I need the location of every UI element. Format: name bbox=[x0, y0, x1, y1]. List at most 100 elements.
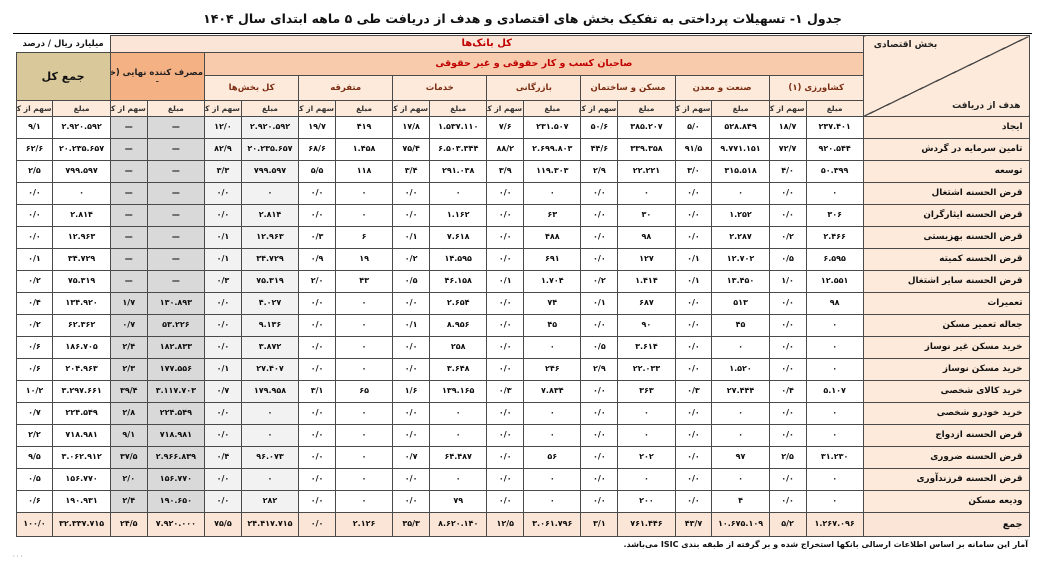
value-cell: ۳۴.۷۲۹ bbox=[52, 248, 111, 271]
value-cell: ۰ bbox=[240, 424, 300, 447]
row-label: توسعه bbox=[862, 160, 1030, 183]
value-cell: ۳۱۵.۵۱۸ bbox=[711, 160, 770, 183]
value-cell: ۰/۰ bbox=[674, 402, 713, 425]
value-cell: ۰ bbox=[523, 182, 582, 205]
value-cell: ۲.۶۹۹.۸۰۳ bbox=[523, 138, 582, 161]
value-cell: ۹.۱۳۶ bbox=[240, 314, 300, 337]
value-cell: ۰ bbox=[334, 358, 394, 381]
table-row: ودیعه مسکن ۰ ۰/۰ ۴ ۰/۰ ۲۰۰ ۰/۰ ۰ ۰/۰ ۷۹ ۰/۰ ۰ ۰/۰ ۲۸۲… bbox=[15, 490, 1030, 513]
value-cell: ۰ bbox=[240, 402, 300, 425]
value-cell: ۲۳۷.۴۰۱ bbox=[805, 116, 864, 139]
share-header: سهم از کل bbox=[204, 100, 242, 117]
facilities-table: بخش اقتصادی هدف از دریافت کل بانک‌ها میل… bbox=[15, 35, 1030, 537]
value-cell: ۱۸۶.۷۰۵ bbox=[52, 336, 111, 359]
amount-header: مبلغ bbox=[52, 100, 111, 117]
value-cell: ۰/۰ bbox=[204, 424, 242, 447]
value-cell: ۰/۰ bbox=[486, 248, 525, 271]
value-cell: ۰ bbox=[429, 402, 488, 425]
value-cell: ۰/۰ bbox=[298, 204, 336, 227]
value-cell: ۰/۰ bbox=[298, 402, 336, 425]
value-cell: ۱۰۰/۰ bbox=[15, 512, 54, 537]
value-cell: ۳.۶۴۸ bbox=[429, 358, 488, 381]
value-cell: ۲/۵ bbox=[768, 446, 807, 469]
amount-header: مبلغ bbox=[429, 100, 488, 117]
value-cell: ۹۱/۵ bbox=[674, 138, 713, 161]
value-cell: ۸.۶۲۰.۱۴۰ bbox=[429, 512, 488, 537]
value-cell: ۰/۰ bbox=[768, 292, 807, 315]
value-cell: ۰/۰ bbox=[674, 490, 713, 513]
table-row: جعاله تعمیر مسکن ۰ ۰/۰ ۴۵ ۰/۰ ۹۰ ۰/۰ ۴۵ ۰/۰ ۸.۹۵۶… bbox=[15, 314, 1030, 337]
value-cell: — bbox=[146, 204, 206, 227]
value-cell: ۴/۰ bbox=[768, 160, 807, 183]
value-cell: — bbox=[146, 138, 206, 161]
table-row: قرض الحسنه ازدواج ۰ ۰/۰ ۰ ۰/۰ ۰ ۰/۰ ۰ ۰/۰ ۰ ۰/۰ ۰ ۰/… bbox=[15, 424, 1030, 447]
value-cell: ۰ bbox=[617, 182, 676, 205]
value-cell: ۳۶۳ bbox=[617, 380, 676, 403]
value-cell: ۳.۶۱۴ bbox=[617, 336, 676, 359]
value-cell: ۸۸/۲ bbox=[486, 138, 525, 161]
value-cell: ۰/۰ bbox=[674, 336, 713, 359]
value-cell: ۰/۰ bbox=[15, 226, 54, 249]
value-cell: ۲.۹۲۰.۵۹۲ bbox=[52, 116, 111, 139]
value-cell: ۱۲.۵۵۱ bbox=[805, 270, 864, 293]
value-cell: ۴۳ bbox=[334, 270, 394, 293]
value-cell: ۷.۶۱۸ bbox=[429, 226, 488, 249]
value-cell: ۷.۸۳۴ bbox=[523, 380, 582, 403]
table-row: قرض الحسنه ضروری ۳۱.۲۳۰ ۲/۵ ۹۷ ۰/۰ ۲۰۲ ۰/۰ ۵۶ ۰/… bbox=[15, 446, 1030, 469]
value-cell: ۰/۰ bbox=[204, 402, 242, 425]
value-cell: — bbox=[109, 226, 148, 249]
value-cell: ۶۲/۶ bbox=[15, 138, 54, 161]
table-row: خرید مسکن غیر نوساز ۰ ۰/۰ ۰ ۰/۰ ۳.۶۱۴ ۰/۵ ۰ ۰/۰ ۲… bbox=[15, 336, 1030, 359]
value-cell: ۰ bbox=[711, 182, 770, 205]
value-cell: ۷۱۸.۹۸۱ bbox=[146, 424, 206, 447]
value-cell: ۱۳.۴۵۰ bbox=[711, 270, 770, 293]
value-cell: ۰/۰ bbox=[768, 182, 807, 205]
value-cell: ۴.۰۲۷ bbox=[240, 292, 300, 315]
value-cell: ۰/۰ bbox=[486, 424, 525, 447]
amount-header: مبلغ bbox=[805, 100, 864, 117]
value-cell: ۰ bbox=[805, 468, 864, 491]
value-cell: ۰ bbox=[429, 182, 488, 205]
value-cell: ۱.۵۲۰ bbox=[711, 358, 770, 381]
row-label: قرض الحسنه فرزندآوری bbox=[862, 468, 1030, 491]
value-cell: — bbox=[146, 248, 206, 271]
value-cell: ۹۷ bbox=[711, 446, 770, 469]
value-cell: ۷۲/۷ bbox=[768, 138, 807, 161]
sector-header-agriculture: کشاورزی (۱) bbox=[768, 75, 864, 101]
value-cell: ۹۸ bbox=[617, 226, 676, 249]
value-cell: ۰/۱ bbox=[674, 248, 713, 271]
value-cell: ۰ bbox=[334, 468, 394, 491]
value-cell: ۰/۲ bbox=[768, 226, 807, 249]
value-cell: ۲/۴ bbox=[109, 490, 148, 513]
value-cell: ۵.۱۰۷ bbox=[805, 380, 864, 403]
all-banks-band: کل بانک‌ها bbox=[109, 35, 864, 53]
table-row: خرید مسکن نوساز ۰ ۰/۰ ۱.۵۲۰ ۰/۰ ۲۲.۰۳۳ ۲/۹ ۲۴۶ ۰… bbox=[15, 358, 1030, 381]
value-cell: ۲۲۴.۵۴۹ bbox=[52, 402, 111, 425]
sector-header-industry-mining: صنعت و معدن bbox=[674, 75, 770, 101]
value-cell: — bbox=[146, 182, 206, 205]
value-cell: ۲۰.۲۳۵.۶۵۷ bbox=[240, 138, 300, 161]
value-cell: ۰/۰ bbox=[674, 424, 713, 447]
value-cell: ۷۵/۵ bbox=[204, 512, 242, 537]
value-cell: ۰/۰ bbox=[580, 248, 619, 271]
value-cell: ۰ bbox=[805, 358, 864, 381]
share-header: سهم از کل bbox=[15, 100, 54, 117]
value-cell: ۲۷.۴۰۷ bbox=[240, 358, 300, 381]
value-cell: ۱۲/۵ bbox=[486, 512, 525, 537]
value-cell: ۱/۰ bbox=[768, 270, 807, 293]
value-cell: ۰/۰ bbox=[674, 468, 713, 491]
value-cell: ۰ bbox=[711, 336, 770, 359]
share-header: سهم از کل bbox=[674, 100, 713, 117]
value-cell: ۲۴/۵ bbox=[109, 512, 148, 537]
value-cell: — bbox=[109, 182, 148, 205]
table-row: قرض الحسنه سایر اشتغال ۱۲.۵۵۱ ۱/۰ ۱۳.۴۵۰ ۰/۱… bbox=[15, 270, 1030, 293]
value-cell: ۰/۰ bbox=[768, 424, 807, 447]
value-cell: ۳۷/۵ bbox=[109, 446, 148, 469]
value-cell: ۰/۰ bbox=[392, 402, 431, 425]
value-cell: ۸۲/۹ bbox=[204, 138, 242, 161]
amount-header: مبلغ bbox=[240, 100, 300, 117]
value-cell: ۰ bbox=[334, 446, 394, 469]
value-cell: ۲۷.۴۴۴ bbox=[711, 380, 770, 403]
table-row: تعمیرات ۹۸ ۰/۰ ۵۱۳ ۰/۰ ۶۸۷ ۰/۱ ۷۴ ۰/۰ ۲.۶۵۴ ۰/۰ ۰ ۰/… bbox=[15, 292, 1030, 315]
table-row: قرض الحسنه اشتغال ۰ ۰/۰ ۰ ۰/۰ ۰ ۰/۰ ۰ ۰/۰ ۰ ۰/۰ ۰ ۰/… bbox=[15, 182, 1030, 205]
